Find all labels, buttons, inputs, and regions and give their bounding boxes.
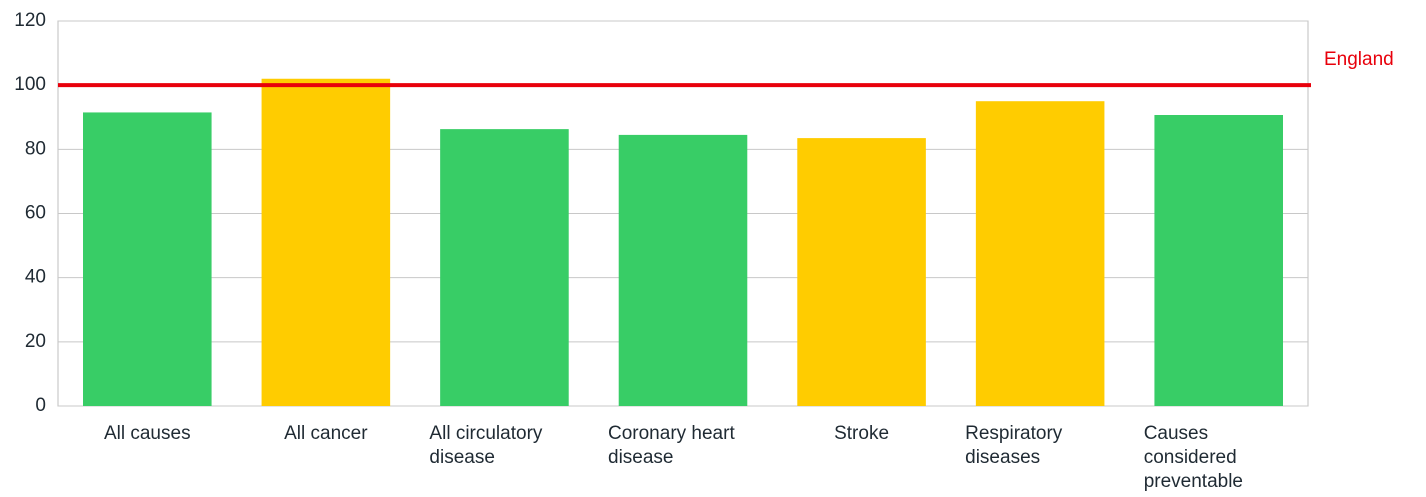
y-tick-label: 20 xyxy=(25,331,46,352)
bar xyxy=(261,78,391,406)
bar xyxy=(1154,115,1283,407)
x-tick-label: All cancer xyxy=(284,423,368,444)
x-tick-label-box: Causes considered preventable xyxy=(1134,422,1304,494)
x-tick-label: All causes xyxy=(103,423,191,444)
reference-label: England xyxy=(1324,49,1394,70)
x-tick-label: Respiratory diseases xyxy=(965,423,1063,468)
bar xyxy=(975,101,1105,406)
x-tick-label: All circulatory disease xyxy=(429,423,543,468)
x-tick-label-box: Coronary heart disease xyxy=(598,422,768,470)
y-tick-label: 80 xyxy=(25,138,46,159)
y-tick-label: 100 xyxy=(14,74,46,95)
x-tick-label: Coronary heart disease xyxy=(608,423,735,468)
y-tick-label: 0 xyxy=(35,395,46,416)
bar xyxy=(797,138,926,406)
y-tick-label: 40 xyxy=(25,267,46,288)
x-tick-label-box: Respiratory diseases xyxy=(955,422,1125,470)
x-tick-label-box: All cancer xyxy=(241,422,411,446)
bar xyxy=(618,134,748,407)
x-tick-label: Stroke xyxy=(834,423,890,444)
x-tick-label-box: Stroke xyxy=(777,422,947,446)
y-tick-label: 120 xyxy=(14,10,46,31)
bar xyxy=(83,112,212,406)
x-tick-label-box: All causes xyxy=(62,422,232,446)
y-tick-label: 60 xyxy=(25,203,46,224)
bar xyxy=(440,129,569,406)
x-tick-label-box: All circulatory disease xyxy=(419,422,589,470)
x-tick-label: Causes considered preventable xyxy=(1143,423,1243,492)
